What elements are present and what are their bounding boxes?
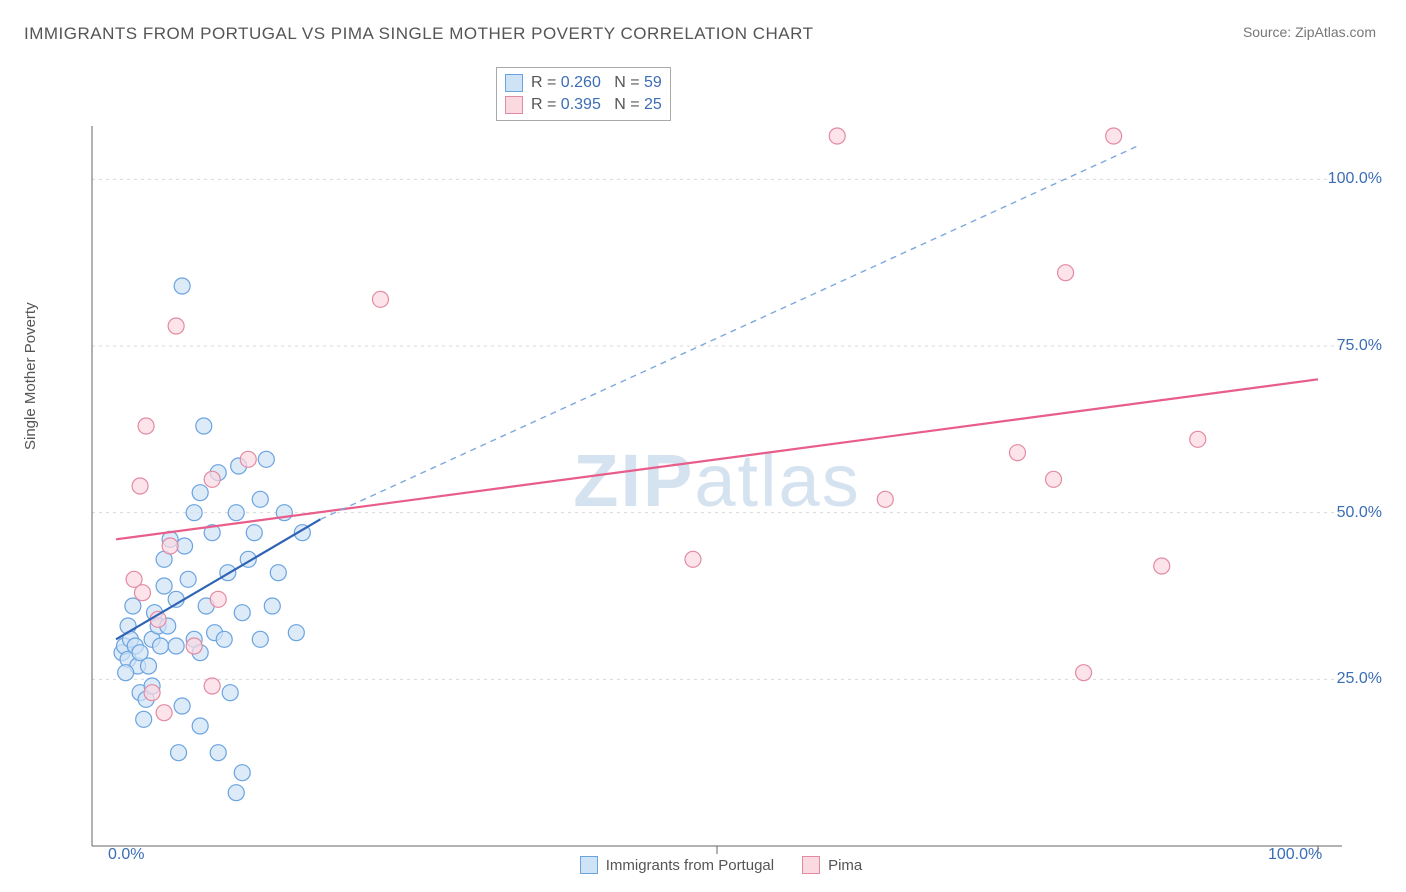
data-point <box>153 638 169 654</box>
legend-swatch <box>802 856 820 874</box>
data-point <box>186 505 202 521</box>
data-point <box>829 128 845 144</box>
data-point <box>192 718 208 734</box>
y-tick-label: 75.0% <box>1337 337 1382 355</box>
data-point <box>210 591 226 607</box>
data-point <box>258 451 274 467</box>
data-point <box>144 685 160 701</box>
data-point <box>162 538 178 554</box>
data-point <box>1190 431 1206 447</box>
data-point <box>234 765 250 781</box>
data-point <box>1009 445 1025 461</box>
data-point <box>1106 128 1122 144</box>
source-label: Source: ZipAtlas.com <box>1243 24 1376 40</box>
data-point <box>246 525 262 541</box>
y-axis-label: Single Mother Poverty <box>22 302 39 450</box>
data-point <box>1046 471 1062 487</box>
data-point <box>156 705 172 721</box>
data-point <box>240 451 256 467</box>
correlation-legend: R = 0.260 N = 59R = 0.395 N = 25 <box>496 67 671 121</box>
data-point <box>204 678 220 694</box>
data-point <box>196 418 212 434</box>
data-point <box>877 491 893 507</box>
data-point <box>192 485 208 501</box>
data-point <box>228 505 244 521</box>
data-point <box>177 538 193 554</box>
legend-swatch <box>505 74 523 92</box>
data-point <box>140 658 156 674</box>
data-point <box>252 491 268 507</box>
data-point <box>174 698 190 714</box>
y-tick-label: 50.0% <box>1337 504 1382 522</box>
legend-stats: R = 0.395 N = 25 <box>531 94 662 116</box>
data-point <box>174 278 190 294</box>
legend-swatch <box>505 96 523 114</box>
data-point <box>134 585 150 601</box>
data-point <box>222 685 238 701</box>
svg-text:ZIPatlas: ZIPatlas <box>573 439 860 522</box>
data-point <box>1058 265 1074 281</box>
data-point <box>264 598 280 614</box>
data-point <box>216 631 232 647</box>
data-point <box>118 665 134 681</box>
chart-title: IMMIGRANTS FROM PORTUGAL VS PIMA SINGLE … <box>24 24 813 44</box>
data-point <box>685 551 701 567</box>
legend-swatch <box>580 856 598 874</box>
scatter-plot: ZIPatlas <box>36 60 1406 892</box>
data-point <box>132 478 148 494</box>
data-point <box>186 638 202 654</box>
y-tick-label: 100.0% <box>1328 170 1382 188</box>
legend-stats: R = 0.260 N = 59 <box>531 72 662 94</box>
data-point <box>210 745 226 761</box>
data-point <box>288 625 304 641</box>
chart-area: Single Mother Poverty ZIPatlas 25.0%50.0… <box>36 60 1406 892</box>
data-point <box>204 471 220 487</box>
data-point <box>252 631 268 647</box>
data-point <box>156 578 172 594</box>
data-point <box>136 711 152 727</box>
data-point <box>228 785 244 801</box>
data-point <box>372 291 388 307</box>
data-point <box>270 565 286 581</box>
y-tick-label: 25.0% <box>1337 670 1382 688</box>
series-legend: Immigrants from Portugal Pima <box>36 856 1406 878</box>
data-point <box>1154 558 1170 574</box>
data-point <box>180 571 196 587</box>
legend-label: Immigrants from Portugal <box>606 857 774 874</box>
legend-label: Pima <box>828 857 862 874</box>
data-point <box>125 598 141 614</box>
data-point <box>1076 665 1092 681</box>
data-point <box>168 318 184 334</box>
data-point <box>138 418 154 434</box>
data-point <box>234 605 250 621</box>
data-point <box>168 638 184 654</box>
data-point <box>171 745 187 761</box>
